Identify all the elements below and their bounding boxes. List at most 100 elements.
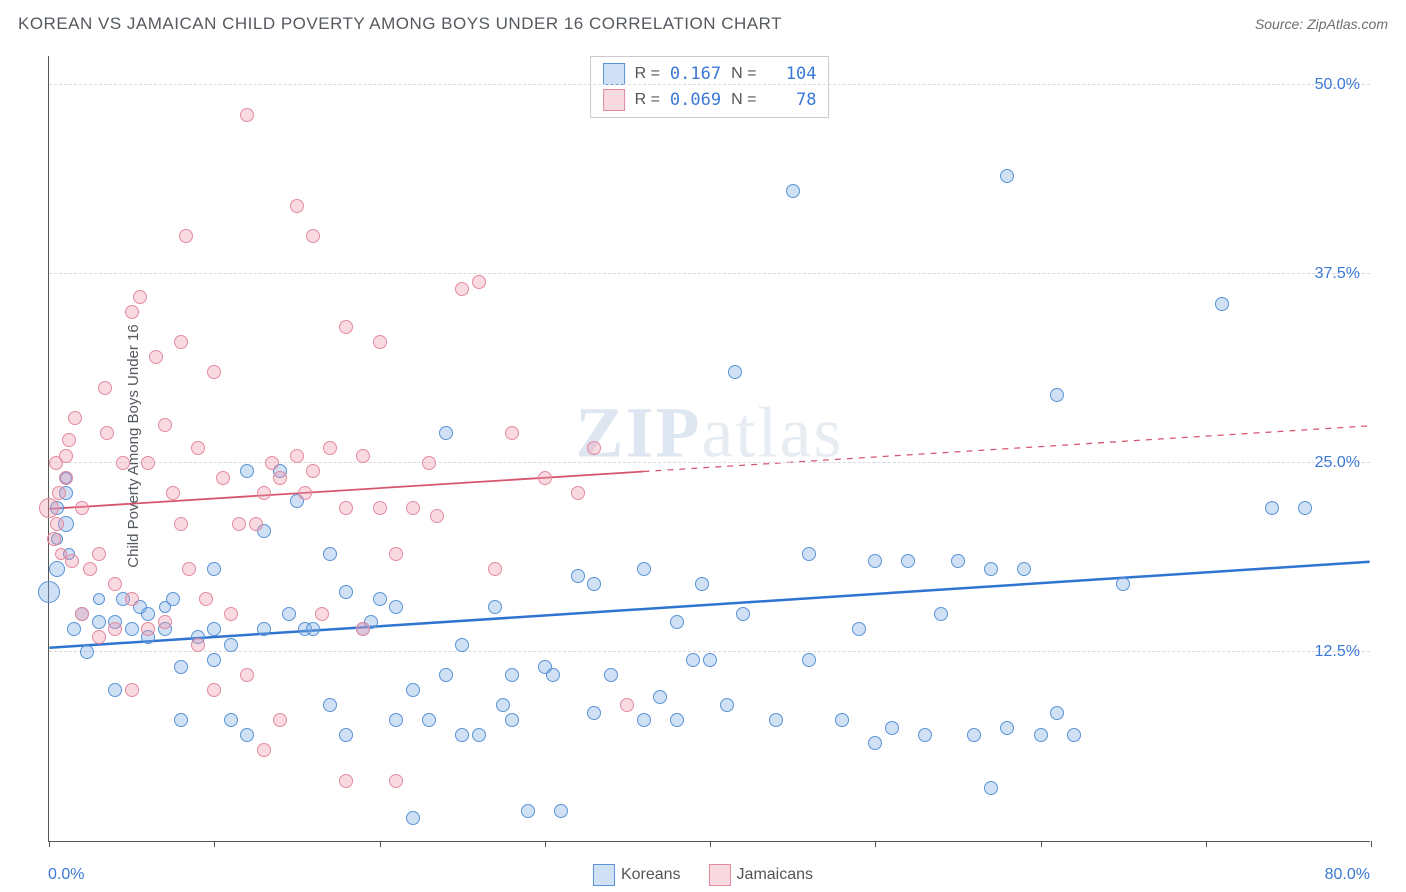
data-point: [1116, 577, 1130, 591]
gridline: [49, 84, 1370, 85]
data-point: [207, 653, 221, 667]
data-point: [1298, 501, 1312, 515]
data-point: [141, 607, 155, 621]
data-point: [373, 592, 387, 606]
x-tick: [875, 841, 876, 847]
data-point: [587, 706, 601, 720]
data-point: [38, 581, 60, 603]
data-point: [141, 622, 155, 636]
data-point: [224, 638, 238, 652]
legend-item: Koreans: [593, 864, 681, 886]
data-point: [868, 736, 882, 750]
legend-r-value: 0.069: [670, 90, 721, 110]
data-point: [918, 728, 932, 742]
legend-n-value: 78: [766, 90, 816, 110]
data-point: [240, 108, 254, 122]
data-point: [174, 713, 188, 727]
data-point: [389, 713, 403, 727]
data-point: [257, 743, 271, 757]
scatter-plot-area: ZIPatlas R =0.167N =104R =0.069N =78 12.…: [48, 56, 1370, 842]
data-point: [406, 501, 420, 515]
data-point: [207, 365, 221, 379]
source-prefix: Source:: [1255, 16, 1307, 32]
data-point: [571, 569, 585, 583]
data-point: [1215, 297, 1229, 311]
data-point: [116, 456, 130, 470]
data-point: [323, 547, 337, 561]
data-point: [339, 585, 353, 599]
data-point: [141, 456, 155, 470]
data-point: [339, 774, 353, 788]
data-point: [728, 365, 742, 379]
x-tick: [1371, 841, 1372, 847]
gridline: [49, 273, 1370, 274]
source-name: ZipAtlas.com: [1307, 16, 1388, 32]
data-point: [65, 554, 79, 568]
data-point: [455, 728, 469, 742]
data-point: [149, 350, 163, 364]
data-point: [108, 577, 122, 591]
data-point: [835, 713, 849, 727]
chart-header: KOREAN VS JAMAICAN CHILD POVERTY AMONG B…: [0, 0, 1406, 48]
x-axis-max-label: 80.0%: [1325, 866, 1370, 884]
series-legend: Koreans Jamaicans: [593, 864, 813, 886]
data-point: [637, 713, 651, 727]
data-point: [670, 615, 684, 629]
x-axis-min-label: 0.0%: [48, 866, 84, 884]
data-point: [240, 464, 254, 478]
correlation-legend: R =0.167N =104R =0.069N =78: [590, 56, 830, 118]
data-point: [182, 562, 196, 576]
data-point: [505, 668, 519, 682]
data-point: [133, 290, 147, 304]
data-point: [604, 668, 618, 682]
data-point: [339, 501, 353, 515]
data-point: [1000, 169, 1014, 183]
data-point: [52, 486, 66, 500]
data-point: [554, 804, 568, 818]
data-point: [422, 713, 436, 727]
data-point: [125, 683, 139, 697]
data-point: [653, 690, 667, 704]
legend-n-label: N =: [731, 65, 756, 83]
data-point: [125, 622, 139, 636]
data-point: [179, 229, 193, 243]
data-point: [306, 464, 320, 478]
data-point: [620, 698, 634, 712]
data-point: [207, 683, 221, 697]
data-point: [389, 547, 403, 561]
data-point: [951, 554, 965, 568]
data-point: [339, 320, 353, 334]
x-tick: [710, 841, 711, 847]
data-point: [852, 622, 866, 636]
data-point: [174, 335, 188, 349]
data-point: [191, 638, 205, 652]
data-point: [75, 607, 89, 621]
data-point: [207, 562, 221, 576]
data-point: [67, 622, 81, 636]
data-point: [100, 426, 114, 440]
legend-series-name: Jamaicans: [737, 866, 813, 883]
data-point: [488, 562, 502, 576]
data-point: [306, 229, 320, 243]
watermark-bold: ZIP: [576, 392, 702, 472]
legend-series-name: Koreans: [621, 866, 681, 883]
chart-source: Source: ZipAtlas.com: [1255, 16, 1388, 32]
data-point: [158, 418, 172, 432]
data-point: [703, 653, 717, 667]
data-point: [249, 517, 263, 531]
data-point: [934, 607, 948, 621]
data-point: [240, 668, 254, 682]
y-tick-label: 12.5%: [1315, 643, 1360, 661]
data-point: [587, 441, 601, 455]
x-tick: [545, 841, 546, 847]
legend-swatch: [593, 864, 615, 886]
data-point: [389, 774, 403, 788]
data-point: [488, 600, 502, 614]
data-point: [47, 532, 61, 546]
x-tick: [49, 841, 50, 847]
data-point: [670, 713, 684, 727]
data-point: [323, 441, 337, 455]
data-point: [323, 698, 337, 712]
data-point: [546, 668, 560, 682]
data-point: [472, 275, 486, 289]
